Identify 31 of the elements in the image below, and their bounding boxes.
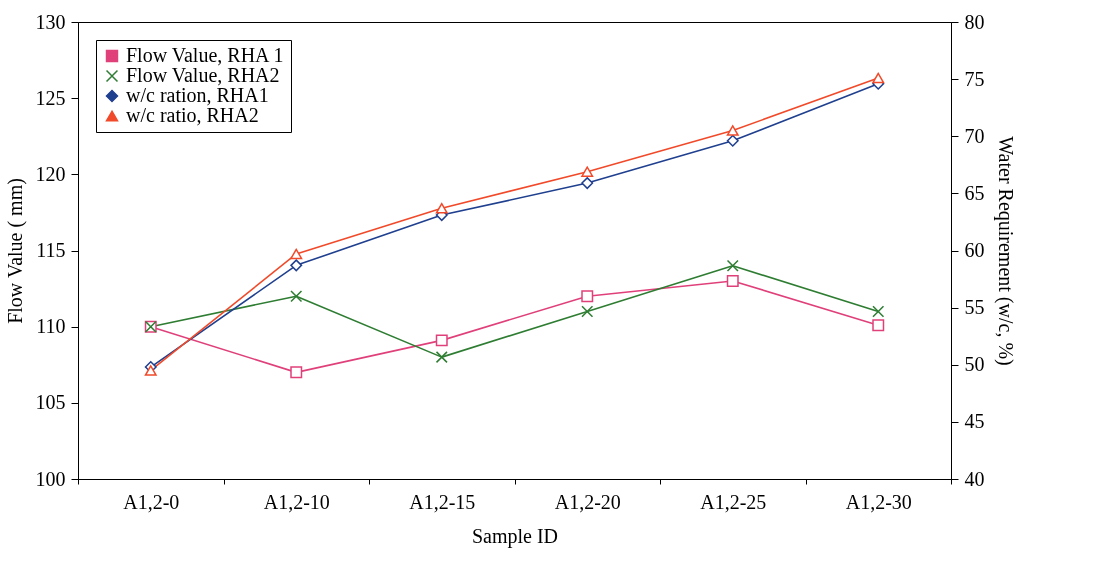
y2-tick-label: 40 [964, 467, 985, 490]
y-tick-label: 110 [36, 315, 66, 338]
point [726, 259, 739, 272]
x-tick-label: A1,2-0 [123, 490, 180, 513]
x-tick-label: A1,2-15 [409, 490, 476, 513]
x-tick-label: A1,2-25 [700, 490, 767, 513]
point [435, 351, 448, 364]
y-tick-label: 100 [35, 467, 66, 490]
y2-tick-label: 60 [964, 239, 985, 261]
y-axis-title: Flow Value ( mm) [3, 178, 27, 324]
y2-tick-label: 70 [964, 124, 985, 147]
y2-tick-label: 45 [964, 410, 985, 433]
y-tick-label: 115 [36, 239, 66, 261]
y2-tick-label: 80 [964, 10, 985, 33]
y2-axis-title: Water Requirement (w/c, %) [993, 136, 1017, 366]
y-tick-label: 130 [35, 10, 66, 33]
x-tick-label: A1,2-20 [554, 490, 621, 513]
y-tick-label: 105 [35, 391, 66, 414]
y2-tick-label: 50 [964, 353, 985, 376]
x-tick-label: A1,2-10 [263, 490, 330, 513]
point [290, 290, 303, 303]
y-tick-label: 125 [35, 86, 66, 109]
point [872, 305, 885, 318]
x-axis-title: Sample ID [471, 524, 559, 548]
y2-tick-label: 75 [964, 67, 985, 90]
y-tick-label: 120 [35, 162, 66, 185]
y2-tick-label: 55 [964, 296, 985, 319]
legend-label: Flow Value, RHA 1 [126, 44, 284, 66]
y2-tick-label: 65 [964, 181, 985, 204]
x-tick-label: A1,2-30 [845, 490, 912, 513]
point [581, 305, 594, 318]
